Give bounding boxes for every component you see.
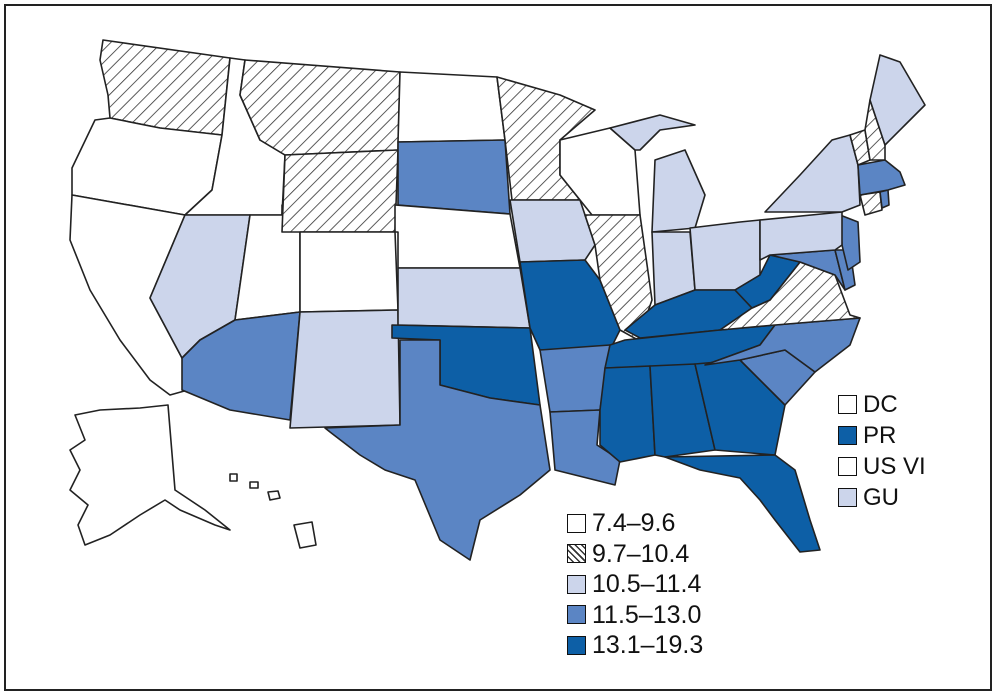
legend-label: GU (863, 484, 899, 511)
legend-swatch (838, 395, 857, 414)
legend-swatch (567, 605, 586, 625)
state-ak (69, 404, 231, 546)
legend-swatch (838, 457, 857, 476)
legend-label: 10.5–11.4 (592, 570, 702, 598)
legend-label: 13.1–19.3 (592, 631, 704, 659)
state-co (299, 231, 399, 313)
state-nc (704, 317, 861, 373)
legend-swatch (567, 574, 586, 594)
hi-island-big (293, 521, 317, 549)
legend-item-dc: DC (838, 389, 926, 420)
state-il (584, 214, 653, 341)
state-oh (689, 219, 761, 291)
state-me (869, 54, 926, 146)
map-frame (4, 4, 992, 691)
state-ct (859, 191, 883, 216)
state-nh (864, 99, 886, 161)
legend-item-range-4: 11.5–13.0 (567, 600, 703, 631)
legend-item-range-3: 10.5–11.4 (567, 569, 703, 600)
legend-swatch (567, 544, 586, 564)
legend-item-range-2: 9.7–10.4 (567, 539, 703, 570)
state-ri (879, 189, 890, 209)
territories-legend: DC PR US VI GU (838, 389, 926, 513)
legend-item-range-1: 7.4–9.6 (567, 508, 703, 539)
legend-swatch (567, 513, 586, 533)
state-al (649, 363, 716, 458)
state-ms (599, 365, 656, 463)
hi-island-maui (267, 490, 281, 501)
state-ny (764, 134, 861, 213)
state-ma (857, 159, 906, 196)
state-sd (397, 139, 511, 215)
legend-label: US VI (863, 453, 926, 480)
legend-swatch (838, 426, 857, 445)
state-ar (539, 344, 611, 413)
state-nm (289, 309, 401, 429)
state-ks (397, 267, 531, 329)
legend-label: DC (863, 391, 898, 418)
state-mi (609, 114, 706, 233)
legend-item-pr: PR (838, 420, 926, 451)
legend-item-range-5: 13.1–19.3 (567, 630, 703, 661)
legend-item-gu: GU (838, 482, 926, 513)
legend-swatch (567, 635, 586, 655)
legend-swatch (838, 488, 857, 507)
legend-label: 9.7–10.4 (592, 539, 690, 568)
legend-label: 7.4–9.6 (592, 509, 676, 537)
state-fl (664, 454, 821, 553)
state-ne (394, 204, 521, 269)
state-mo (519, 259, 621, 351)
state-wy (281, 149, 399, 233)
legend-label: 11.5–13.0 (592, 600, 702, 629)
range-legend: 7.4–9.6 9.7–10.4 10.5–11.4 11.5–13.0 13.… (567, 508, 703, 661)
hi-island-kauai (229, 473, 238, 482)
state-mt (239, 59, 401, 156)
state-tx (324, 339, 551, 561)
state-hi (229, 473, 317, 549)
hi-island-oahu (249, 481, 259, 489)
legend-label: PR (863, 422, 897, 449)
state-ia (509, 199, 596, 263)
legend-item-usvi: US VI (838, 451, 926, 482)
state-nd (397, 71, 506, 143)
